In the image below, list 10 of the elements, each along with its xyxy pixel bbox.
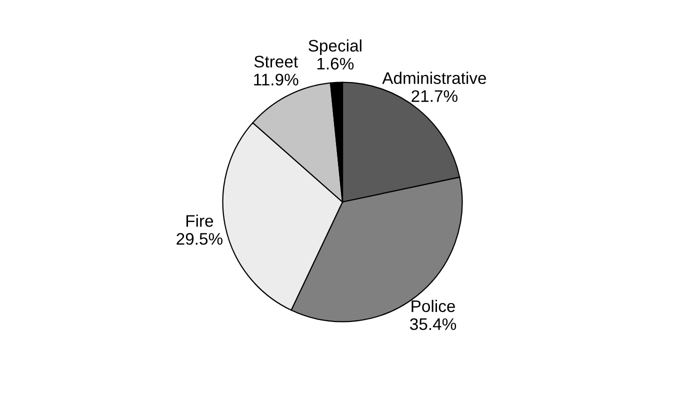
- slice-label: Street: [254, 56, 298, 68]
- data-label: 1.6%: [317, 58, 354, 70]
- data-label: 29.5%: [176, 233, 222, 245]
- slice-label: Police: [412, 300, 455, 312]
- slice-label: Special: [308, 39, 362, 55]
- data-label: 21.7%: [412, 90, 458, 102]
- slice-label: Administrative: [382, 72, 486, 84]
- data-label: 11.9%: [254, 74, 298, 86]
- slice-label: Fire: [186, 214, 214, 227]
- data-label: 35.4%: [410, 318, 456, 330]
